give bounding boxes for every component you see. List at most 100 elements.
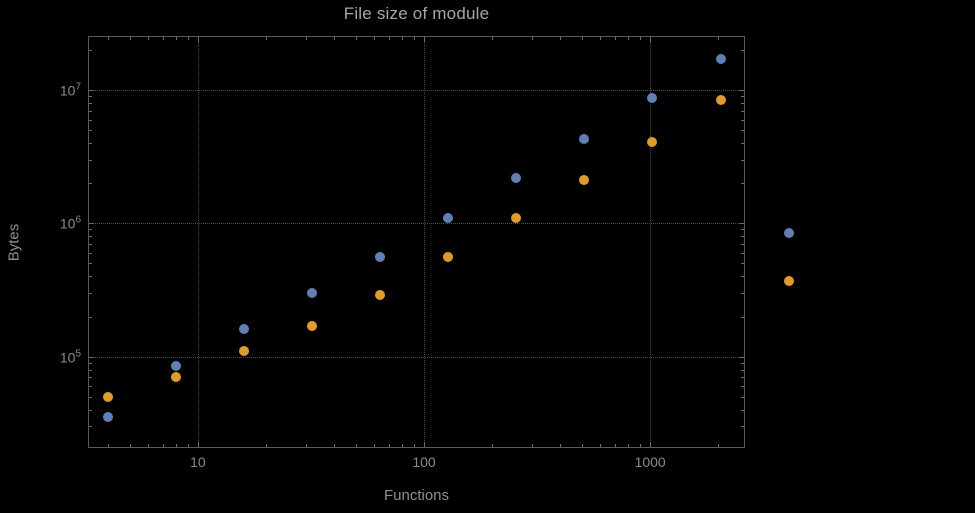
x-minor-tick [388,37,390,40]
data-point-series-1-blue [443,212,454,223]
x-minor-tick [187,37,189,40]
y-minor-tick [89,369,92,371]
y-minor-tick [741,293,744,295]
x-major-tick [424,37,426,42]
y-tick-label: 107 [59,81,81,99]
y-minor-tick [741,426,744,428]
y-minor-tick [89,96,92,98]
y-minor-tick [741,102,744,104]
y-minor-tick [741,236,744,238]
y-axis-label: Bytes [0,36,28,448]
y-minor-tick [741,96,744,98]
x-minor-tick [355,37,357,40]
x-minor-tick [147,37,149,40]
y-minor-tick [89,159,92,161]
x-minor-tick [639,444,641,447]
x-minor-tick [560,37,562,40]
y-minor-tick [741,159,744,161]
x-minor-tick [615,444,617,447]
y-minor-tick [741,263,744,265]
y-minor-tick [89,316,92,318]
horizontal-gridline [89,223,744,225]
y-minor-tick [89,426,92,428]
y-major-tick [739,90,744,92]
x-minor-tick [187,444,189,447]
y-minor-tick [741,110,744,112]
x-minor-tick [582,444,584,447]
data-point-series-1-blue [170,361,181,372]
x-minor-tick [265,37,267,40]
data-point-series-2-orange [307,320,318,331]
x-minor-tick [628,37,630,40]
x-minor-tick [402,37,404,40]
x-minor-tick [107,37,109,40]
y-minor-tick [741,386,744,388]
y-minor-tick [89,102,92,104]
y-minor-tick [89,119,92,121]
y-minor-tick [89,183,92,185]
y-minor-tick [741,377,744,379]
x-minor-tick [718,37,720,40]
x-minor-tick [265,444,267,447]
y-minor-tick [89,409,92,411]
x-minor-tick [373,444,375,447]
data-point-series-2-orange [239,346,250,357]
plot-area: 10 100 1000 105 106 107 [60,36,794,470]
data-point-series-2-orange [715,95,726,106]
y-major-tick [89,356,94,358]
y-major-tick [739,223,744,225]
x-minor-tick [639,37,641,40]
y-minor-tick [741,369,744,371]
data-point-series-1-blue [715,54,726,65]
x-minor-tick [175,37,177,40]
data-point-series-1-blue [579,133,590,144]
x-minor-tick [560,444,562,447]
y-minor-tick [89,396,92,398]
x-major-tick [424,442,426,447]
y-minor-tick [741,130,744,132]
y-minor-tick [741,252,744,254]
y-minor-tick [741,276,744,278]
x-minor-tick [305,444,307,447]
x-major-tick [650,37,652,42]
x-minor-tick [334,444,336,447]
x-minor-tick [175,444,177,447]
x-minor-tick [718,444,720,447]
y-tick-label: 106 [59,215,81,232]
x-minor-tick [492,37,494,40]
x-minor-tick [599,444,601,447]
x-major-tick [197,37,199,42]
y-minor-tick [741,396,744,398]
y-minor-tick [741,183,744,185]
x-minor-tick [373,37,375,40]
x-minor-tick [531,444,533,447]
y-major-tick [739,356,744,358]
data-point-series-1-blue [102,412,113,423]
x-minor-tick [413,37,415,40]
x-minor-tick [107,444,109,447]
y-minor-tick [89,263,92,265]
data-point-series-1-blue [307,288,318,299]
x-minor-tick [147,444,149,447]
data-point-series-1-blue [375,251,386,262]
x-minor-tick [492,444,494,447]
y-minor-tick [89,243,92,245]
y-minor-tick [89,49,92,51]
y-minor-tick [741,119,744,121]
y-minor-tick [89,386,92,388]
y-minor-tick [89,252,92,254]
x-minor-tick [162,37,164,40]
x-minor-tick [355,444,357,447]
x-axis-label: Functions [383,487,450,504]
data-point-series-2-orange [170,372,181,383]
y-minor-tick [741,229,744,231]
chart-title: File size of module [343,4,490,23]
data-point-series-1-blue [511,172,522,183]
y-axis-label-text: Bytes [5,223,23,261]
y-minor-tick [741,243,744,245]
x-minor-tick [531,37,533,40]
y-minor-tick [89,276,92,278]
y-minor-tick [89,362,92,364]
x-tick-label: 10 [190,454,206,470]
